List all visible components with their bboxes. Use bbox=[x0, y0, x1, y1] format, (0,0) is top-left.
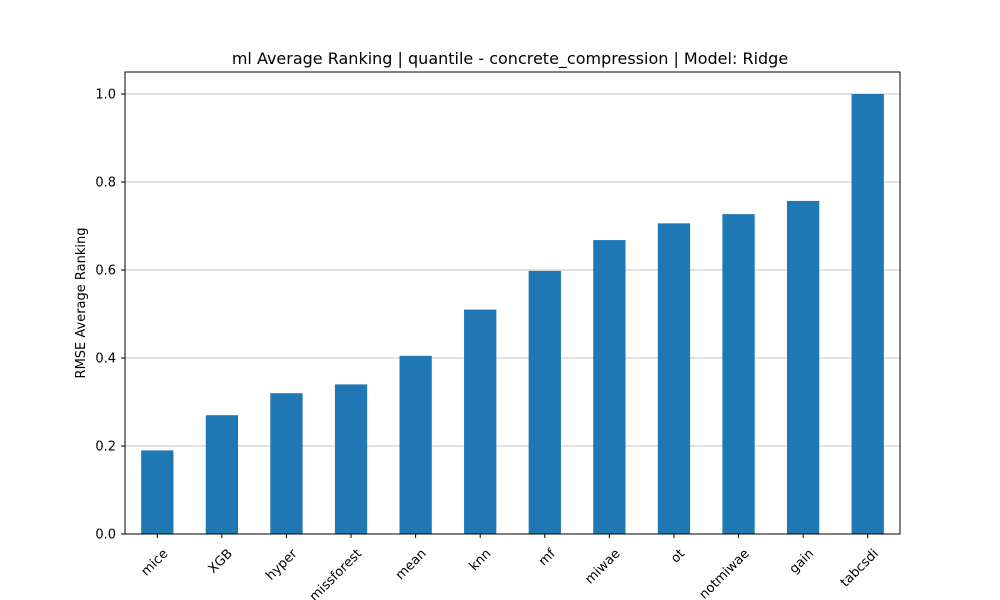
bar-ot bbox=[657, 223, 691, 535]
y-tick-label: 0.6 bbox=[95, 264, 116, 279]
y-tick-label: 1.0 bbox=[95, 88, 116, 103]
x-tick-label: missforest bbox=[307, 546, 365, 600]
x-tick-label: miwae bbox=[582, 546, 623, 587]
y-tick-label: 0.4 bbox=[95, 352, 116, 367]
x-tick-label: notmiwae bbox=[697, 546, 753, 600]
x-axis: mice XGB hyper missforest mean knn mf miwae ot no… bbox=[139, 534, 882, 600]
x-tick-label: mice bbox=[139, 546, 172, 579]
x-tick-label: knn bbox=[467, 546, 495, 574]
x-tick-label: ot bbox=[668, 546, 688, 566]
bar-notmiwae bbox=[722, 214, 755, 534]
bar-miwae bbox=[593, 240, 626, 534]
y-tick-label: 0.0 bbox=[95, 528, 116, 543]
bar-xgb bbox=[205, 415, 239, 534]
x-tick-label: hyper bbox=[263, 546, 301, 584]
y-tick-label: 0.2 bbox=[95, 440, 116, 455]
x-tick-label: mf bbox=[536, 546, 559, 569]
y-axis-label: RMSE Average Ranking bbox=[74, 228, 89, 379]
x-tick-label: gain bbox=[787, 546, 817, 576]
bar-knn bbox=[464, 309, 497, 534]
y-tick-label: 0.8 bbox=[95, 176, 116, 191]
chart-title: ml Average Ranking | quantile - concrete… bbox=[232, 49, 788, 69]
bar-mice bbox=[141, 450, 174, 534]
x-tick-label: XGB bbox=[206, 546, 236, 576]
gridlines bbox=[125, 93, 900, 535]
y-axis: 0.0 0.2 0.4 0.6 0.8 1.0 bbox=[95, 88, 125, 543]
bar-gain bbox=[786, 200, 820, 535]
bar-tabcsdi bbox=[851, 94, 884, 534]
bar-mean bbox=[399, 355, 432, 534]
bar-mf bbox=[528, 270, 561, 534]
x-tick-label: tabcsdi bbox=[838, 546, 882, 590]
bar-hyper bbox=[270, 393, 303, 534]
bar-missforest bbox=[334, 384, 368, 534]
plot-area-frame bbox=[124, 71, 901, 535]
bars bbox=[141, 94, 884, 535]
x-tick-label: mean bbox=[393, 546, 430, 583]
